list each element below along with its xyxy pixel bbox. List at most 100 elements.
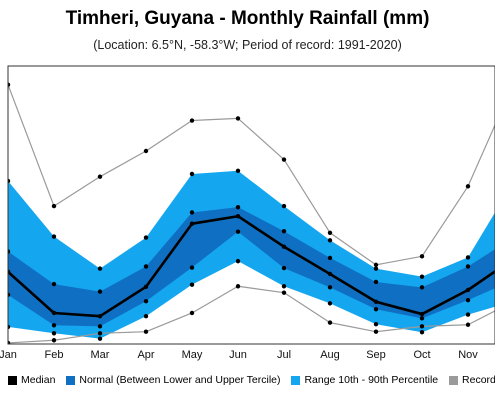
x-tick-label-apr: Apr [137, 349, 154, 361]
p10-point-jan [8, 324, 11, 330]
plot-frame [7, 65, 495, 345]
p90-point-mar [97, 266, 103, 271]
record-low-point-feb [51, 338, 57, 343]
record-low-point-may [189, 310, 195, 316]
chart-legend: Median Normal (Between Lower and Upper T… [8, 374, 495, 388]
lower-tercile-point-oct [419, 316, 425, 321]
record-low-point-mar [97, 331, 103, 336]
record-high-point-jul [281, 157, 287, 162]
p10-point-may [189, 282, 195, 287]
upper-tercile-point-sep [373, 279, 379, 285]
upper-tercile-point-jul [281, 228, 287, 234]
legend-item-record: Record Low/High [449, 374, 495, 386]
p90-point-apr [143, 235, 149, 240]
legend-item-range: Range 10th - 90th Percentile [291, 374, 438, 386]
record-high-point-feb [51, 203, 57, 209]
median-line [8, 214, 495, 318]
lower-tercile-point-jan [8, 292, 11, 298]
median-point-apr [143, 284, 149, 289]
lower-tercile-point-apr [143, 299, 149, 304]
x-tick-label-oct: Oct [413, 349, 430, 361]
median-point-jul [281, 244, 287, 249]
p10-point-oct [419, 330, 425, 335]
median-point-sep [373, 299, 379, 304]
upper-tercile-point-aug [327, 255, 333, 261]
upper-tercile-point-may [189, 210, 195, 215]
record-high-point-nov [465, 184, 471, 189]
p10-point-aug [327, 301, 333, 306]
x-tick-label-jun: Jun [229, 349, 247, 361]
plot-area [8, 82, 495, 344]
median-point-jun [235, 214, 241, 219]
legend-swatch-record [449, 375, 459, 385]
median-point-nov [465, 287, 471, 293]
x-tick-label-sep: Sep [366, 349, 386, 361]
record-low-point-jul [281, 290, 287, 295]
p90-point-oct [419, 274, 425, 279]
x-tick-label-feb: Feb [45, 349, 64, 361]
p90-point-aug [327, 238, 333, 243]
p90-point-jan [8, 178, 11, 184]
lower-tercile-point-nov [465, 297, 471, 303]
upper-tercile-point-nov [465, 264, 471, 269]
lower-tercile-point-jul [281, 265, 287, 271]
p90-point-nov [465, 255, 471, 260]
x-tick-label-aug: Aug [320, 349, 340, 361]
record-high-point-jun [235, 116, 241, 121]
p10-point-sep [373, 322, 379, 327]
p10-point-jul [281, 284, 287, 289]
legend-label-record: Record Low/High [462, 374, 495, 386]
record-high-line [8, 84, 495, 266]
upper-tercile-point-jun [235, 204, 241, 210]
legend-item-median: Median [8, 374, 55, 386]
record-high-point-jan [8, 82, 11, 87]
record-low-point-nov [465, 322, 471, 327]
median-point-may [189, 221, 195, 226]
legend-swatch-median [8, 375, 17, 385]
x-tick-label-may: May [182, 349, 203, 361]
p10-point-nov [465, 312, 471, 317]
lower-tercile-point-mar [97, 324, 103, 329]
p90-point-may [189, 171, 195, 177]
chart-subtitle: (Location: 6.5°N, -58.3°W; Period of rec… [93, 38, 402, 52]
lower-tercile-point-jun [235, 229, 241, 234]
p90-point-jul [281, 203, 287, 209]
p10-point-apr [143, 314, 149, 319]
legend-item-normal: Normal (Between Lower and Upper Tercile) [66, 374, 281, 386]
legend-swatch-range [291, 375, 301, 385]
lower-tercile-point-feb [51, 323, 57, 328]
lower-tercile-point-aug [327, 285, 333, 290]
x-tick-label-jan: Jan [0, 349, 17, 361]
upper-tercile-point-oct [419, 285, 425, 290]
record-high-point-apr [143, 148, 149, 154]
record-low-point-oct [419, 324, 425, 329]
median-point-oct [419, 311, 425, 317]
p10-point-jun [235, 258, 241, 264]
record-low-line [8, 285, 495, 344]
upper-tercile-point-jan [8, 249, 11, 254]
record-low-point-apr [143, 329, 149, 334]
x-tick-label-jul: Jul [277, 349, 291, 361]
record-low-point-jan [8, 340, 11, 344]
p10-point-feb [51, 331, 57, 336]
chart-title: Timheri, Guyana - Monthly Rainfall (mm) [65, 8, 430, 29]
lower-tercile-point-may [189, 265, 195, 270]
upper-tercile-point-apr [143, 264, 149, 269]
record-high-point-may [189, 118, 195, 123]
lower-tercile-point-sep [373, 307, 379, 312]
record-high-point-oct [419, 254, 425, 259]
x-tick-label-mar: Mar [91, 349, 110, 361]
legend-label-median: Median [21, 374, 56, 386]
legend-label-range: Range 10th - 90th Percentile [304, 374, 439, 386]
legend-swatch-normal [66, 375, 76, 385]
median-point-jan [8, 269, 11, 275]
p10-point-mar [97, 336, 103, 341]
upper-tercile-point-feb [51, 281, 57, 287]
p90-point-jun [235, 168, 241, 173]
p90-point-feb [51, 234, 57, 239]
record-low-point-jun [235, 284, 241, 289]
upper-tercile-point-mar [97, 289, 103, 294]
median-point-feb [51, 310, 57, 316]
record-high-point-sep [373, 262, 379, 268]
